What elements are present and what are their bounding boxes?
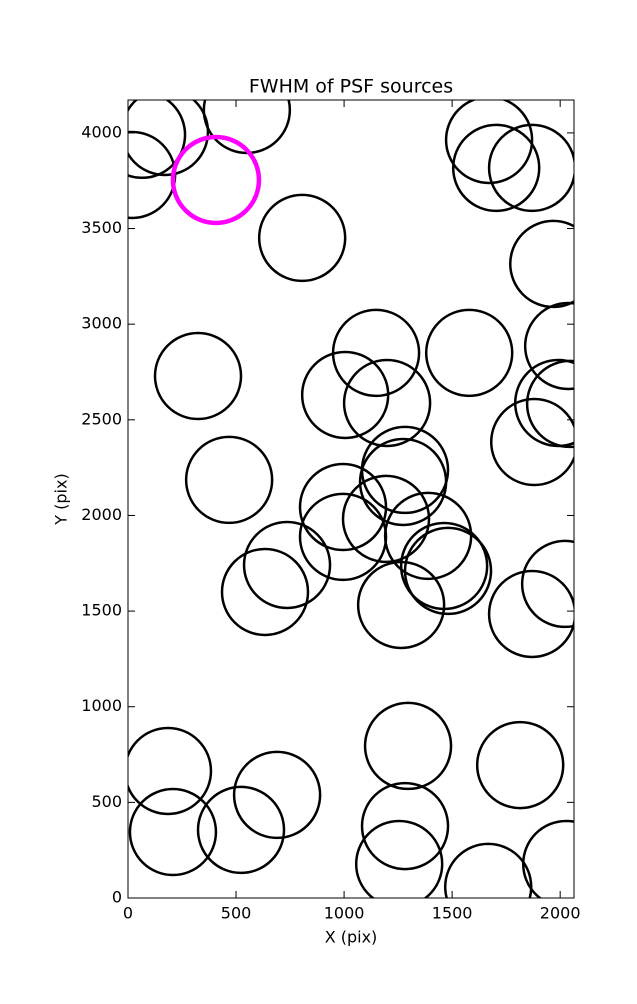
source-marker	[232, 750, 322, 840]
source-marker	[153, 331, 243, 421]
y-tick-label: 3000	[81, 314, 122, 333]
source-marker	[520, 539, 574, 629]
source-marker	[128, 787, 218, 877]
source-marker	[487, 123, 574, 213]
source-marker	[128, 726, 213, 816]
source-marker	[487, 569, 574, 659]
source-marker	[475, 720, 565, 810]
source-marker	[490, 397, 574, 487]
y-tick-label: 1000	[81, 696, 122, 715]
y-tick-label: 0	[112, 888, 122, 907]
y-tick-label: 3500	[81, 218, 122, 237]
source-marker	[128, 100, 187, 180]
source-marker	[523, 301, 574, 391]
source-marker	[220, 547, 310, 637]
source-marker	[341, 474, 431, 564]
y-tick-label: 1500	[81, 601, 122, 620]
source-marker	[342, 358, 432, 448]
source-marker	[363, 701, 453, 791]
source-marker	[257, 193, 347, 283]
x-tick-label: 1000	[324, 904, 365, 923]
source-marker	[451, 123, 541, 213]
source-marker	[358, 437, 448, 527]
y-tick-label: 500	[91, 792, 122, 811]
source-marker	[354, 819, 444, 898]
source-marker	[128, 100, 210, 177]
chart-title: FWHM of PSF sources	[249, 76, 453, 98]
source-marker	[184, 435, 274, 525]
source-marker	[300, 350, 390, 440]
source-marker	[170, 134, 262, 226]
source-marker	[403, 526, 493, 616]
source-marker	[242, 520, 332, 610]
x-axis-label: X (pix)	[325, 928, 378, 947]
x-tick-label: 2000	[540, 904, 581, 923]
x-tick-label: 1500	[432, 904, 473, 923]
source-marker	[521, 819, 574, 898]
x-tick-label: 500	[221, 904, 252, 923]
source-marker	[424, 308, 514, 398]
source-marker	[356, 560, 446, 650]
y-axis-label: Y (pix)	[52, 473, 71, 525]
source-marker	[298, 462, 388, 552]
source-marker	[444, 100, 534, 185]
y-tick-label: 2500	[81, 409, 122, 428]
x-tick-label: 0	[123, 904, 133, 923]
source-marker	[509, 219, 574, 309]
source-marker	[196, 785, 286, 875]
plot-area	[128, 100, 574, 898]
y-tick-label: 2000	[81, 505, 122, 524]
plot-frame	[127, 99, 575, 899]
y-tick-label: 4000	[81, 122, 122, 141]
source-marker	[360, 781, 450, 871]
